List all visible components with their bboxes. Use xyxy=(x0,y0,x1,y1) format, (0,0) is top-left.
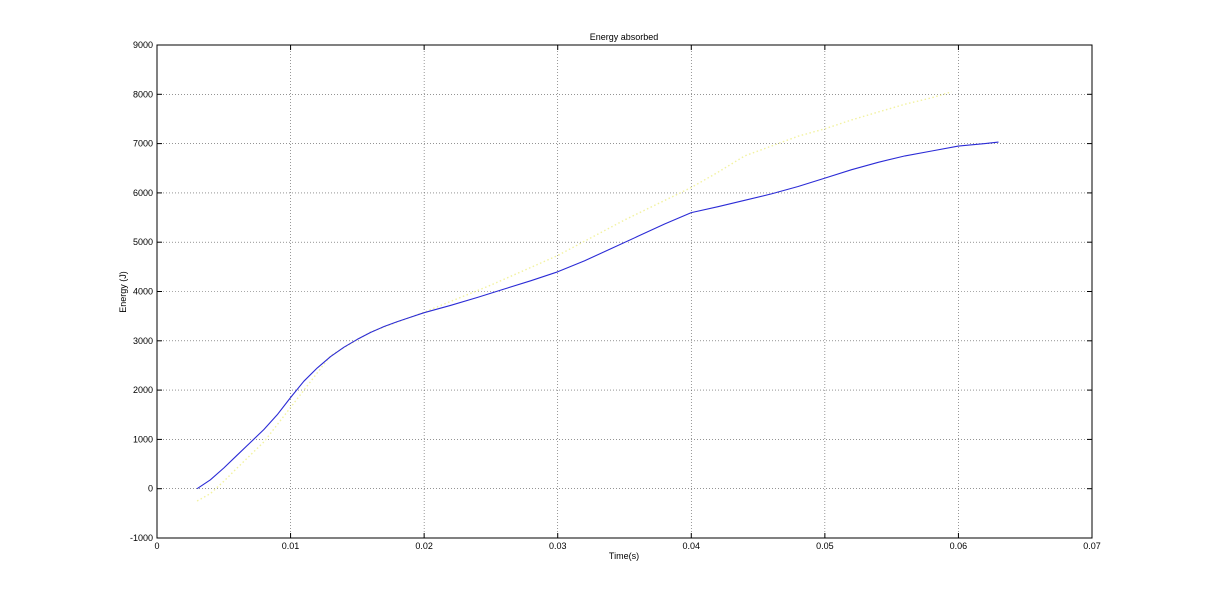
series-energy-line xyxy=(196,141,999,490)
y-tick-label: 0 xyxy=(148,484,153,494)
x-tick-label: 0.01 xyxy=(282,541,300,551)
y-tick-label: 8000 xyxy=(133,89,153,99)
x-tick-label: 0.05 xyxy=(816,541,834,551)
x-tick-label: 0.04 xyxy=(683,541,701,551)
chart-title: Energy absorbed xyxy=(590,32,659,42)
y-tick-label: 6000 xyxy=(133,188,153,198)
x-tick-label: 0 xyxy=(154,541,159,551)
y-tick-label: 4000 xyxy=(133,287,153,297)
grid xyxy=(157,45,1092,538)
y-tick-label: 7000 xyxy=(133,139,153,149)
y-tick-label: -1000 xyxy=(130,533,153,543)
x-tick-label: 0.03 xyxy=(549,541,567,551)
series-dotted-line xyxy=(196,91,952,502)
y-tick-label: 3000 xyxy=(133,336,153,346)
series-layer xyxy=(196,91,999,502)
ticks: 0 0.01 0.02 0.03 0.04 0.05 0.06 0.07-1000010002… xyxy=(130,40,1101,551)
y-tick-label: 9000 xyxy=(133,40,153,50)
x-axis-title: Time(s) xyxy=(609,551,639,561)
y-tick-label: 2000 xyxy=(133,385,153,395)
x-tick-label: 0.07 xyxy=(1083,541,1101,551)
x-tick-label: 0.06 xyxy=(950,541,968,551)
y-tick-label: 5000 xyxy=(133,237,153,247)
plot-background xyxy=(157,45,1092,538)
y-tick-label: 1000 xyxy=(133,434,153,444)
y-axis-title: Energy (J) xyxy=(118,271,128,313)
x-tick-label: 0.02 xyxy=(415,541,433,551)
